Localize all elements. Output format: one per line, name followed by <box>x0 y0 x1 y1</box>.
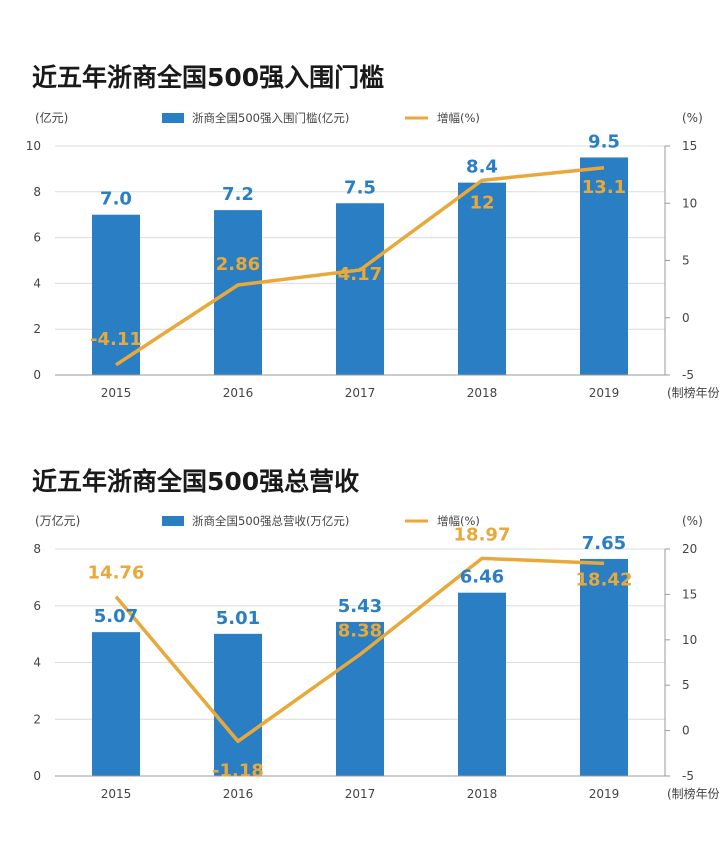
y-left-tick-label: 0 <box>33 769 41 783</box>
y-left-tick-label: 2 <box>33 712 41 726</box>
y-right-tick-label: 10 <box>682 633 697 647</box>
bar <box>214 210 262 375</box>
y-right-tick-label: 10 <box>682 196 697 210</box>
y-left-tick-label: 0 <box>33 368 41 382</box>
x-tick-label: 2015 <box>101 787 132 801</box>
bar <box>92 214 140 375</box>
x-unit-label: (制榜年份) <box>667 385 720 400</box>
y-left-tick-label: 8 <box>33 185 41 199</box>
y-right-tick-label: 20 <box>682 542 697 556</box>
x-unit-label: (制榜年份) <box>667 786 720 801</box>
bar-value-label: 7.0 <box>100 189 132 210</box>
y-right-unit-label: (%) <box>682 111 703 125</box>
legend-line-label: 增幅(%) <box>437 111 480 125</box>
growth-value-label: 13.1 <box>582 177 626 198</box>
bar <box>580 157 628 375</box>
x-tick-label: 2018 <box>467 386 498 400</box>
growth-value-label: 2.86 <box>216 254 260 275</box>
bar-value-label: 5.01 <box>216 608 260 629</box>
bar-value-label: 7.65 <box>582 533 626 554</box>
growth-value-label: -1.18 <box>212 760 264 781</box>
y-right-tick-label: 15 <box>682 139 697 153</box>
bar <box>580 558 628 776</box>
chart-2-revenue: 0 2 4 6 8 -5 0 5 10 15 20 (万亿元) (%) 浙商全国500强总营收(万亿元) 增… <box>33 513 720 801</box>
growth-value-label: 18.97 <box>454 524 511 545</box>
chart-2-title: 近五年浙商全国500强总营收 <box>32 467 360 496</box>
bar <box>336 621 384 776</box>
bar <box>458 592 506 776</box>
y-left-tick-label: 8 <box>33 542 41 556</box>
x-tick-label: 2019 <box>589 787 620 801</box>
y-right-tick-label: 0 <box>682 311 690 325</box>
chart-1-title: 近五年浙商全国500强入围门槛 <box>32 63 385 92</box>
legend-bar-swatch <box>162 113 184 123</box>
bar <box>214 633 262 776</box>
legend-line-label: 增幅(%) <box>437 514 480 528</box>
x-tick-label: 2019 <box>589 386 620 400</box>
bar-value-label: 7.2 <box>222 184 254 205</box>
y-right-tick-label: -5 <box>682 368 694 382</box>
bar-value-label: 7.5 <box>344 177 376 198</box>
x-tick-label: 2016 <box>223 386 254 400</box>
y-right-tick-label: 15 <box>682 587 697 601</box>
growth-line <box>115 166 605 367</box>
bar-value-label: 6.46 <box>460 567 504 588</box>
growth-value-label: 4.17 <box>338 264 382 285</box>
x-tick-label: 2015 <box>101 386 132 400</box>
y-left-tick-label: 4 <box>33 276 41 290</box>
bar <box>92 632 140 776</box>
growth-value-label: 14.76 <box>88 563 145 584</box>
legend-bar-label: 浙商全国500强入围门槛(亿元) <box>192 111 349 125</box>
y-right-tick-label: -5 <box>682 769 694 783</box>
growth-value-label: -4.11 <box>90 329 142 350</box>
y-right-tick-label: 5 <box>682 678 690 692</box>
x-tick-label: 2017 <box>345 787 376 801</box>
x-tick-label: 2016 <box>223 787 254 801</box>
x-tick-label: 2018 <box>467 787 498 801</box>
y-right-tick-label: 0 <box>682 724 690 738</box>
y-left-tick-label: 6 <box>33 599 41 613</box>
bar-value-label: 8.4 <box>466 157 498 178</box>
y-right-unit-label: (%) <box>682 514 703 528</box>
bar <box>336 203 384 375</box>
legend-bar-swatch <box>162 516 184 526</box>
y-left-tick-label: 6 <box>33 231 41 245</box>
bar-value-label: 5.07 <box>94 606 138 627</box>
y-left-tick-label: 10 <box>26 139 41 153</box>
x-tick-label: 2017 <box>345 386 376 400</box>
legend-bar-label: 浙商全国500强总营收(万亿元) <box>192 514 349 528</box>
growth-value-label: 8.38 <box>338 621 382 642</box>
growth-line <box>114 556 605 744</box>
bar <box>458 182 506 375</box>
growth-value-label: 12 <box>469 192 494 213</box>
chart-1-threshold: 0 2 4 6 8 10 -5 0 5 10 15 (亿元) (%) 浙商全国500强入围门槛(亿元) 增幅… <box>26 110 720 400</box>
y-left-unit-label: (亿元) <box>35 110 68 125</box>
growth-value-label: 18.42 <box>576 569 633 590</box>
bar-value-label: 9.5 <box>588 131 620 152</box>
y-right-tick-label: 5 <box>682 254 690 268</box>
y-left-tick-label: 2 <box>33 322 41 336</box>
y-left-tick-label: 4 <box>33 656 41 670</box>
bar-value-label: 5.43 <box>338 596 382 617</box>
y-left-unit-label: (万亿元) <box>35 513 80 528</box>
